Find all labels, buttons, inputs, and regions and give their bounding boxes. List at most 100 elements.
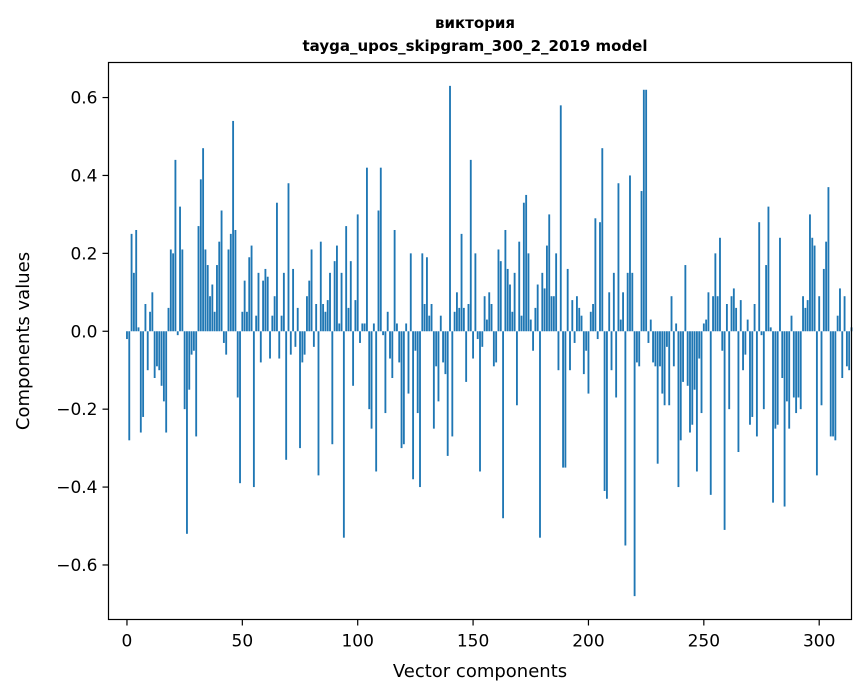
x-tick-label: 200: [572, 632, 604, 652]
bar-component-257: [719, 237, 721, 332]
bar-component-159: [492, 331, 495, 367]
bar-component-110: [379, 167, 382, 332]
bar-component-105: [368, 331, 371, 410]
bar-component-26: [186, 331, 188, 534]
bar-component-145: [460, 233, 463, 332]
bar-component-194: [573, 331, 576, 343]
y-tick-label: 0.2: [70, 244, 97, 264]
bar-component-228: [652, 331, 654, 363]
bar-component-21: [174, 159, 177, 332]
bar-component-64: [273, 296, 276, 332]
bar-component-129: [423, 304, 426, 332]
bar-component-100: [356, 214, 359, 332]
bar-component-77: [303, 331, 306, 355]
bar-component-27: [188, 331, 191, 390]
bar-component-19: [169, 249, 172, 332]
bar-component-304: [827, 187, 830, 332]
bar-component-216: [624, 331, 627, 546]
bar-component-196: [578, 307, 581, 332]
chart-title: виктория: [435, 14, 515, 32]
bar-component-283: [779, 237, 781, 332]
bar-component-273: [755, 331, 758, 437]
bar-component-298: [813, 245, 816, 332]
x-tick-label: 0: [122, 632, 133, 652]
bar-component-187: [557, 331, 560, 371]
bar-component-78: [306, 296, 308, 332]
y-tick-label: −0.6: [56, 556, 97, 576]
bar-component-169: [516, 331, 518, 406]
bar-component-106: [370, 331, 373, 429]
bar-component-236: [670, 296, 673, 332]
bar-component-121: [405, 323, 408, 332]
x-tick-label: 100: [341, 632, 373, 652]
bar-component-222: [638, 331, 641, 367]
bar-component-182: [545, 245, 548, 332]
bar-component-300: [818, 296, 821, 332]
bar-component-242: [684, 265, 687, 332]
bar-component-276: [762, 331, 765, 410]
bar-component-55: [252, 331, 255, 488]
bar-component-39: [216, 265, 218, 332]
bar-component-311: [843, 296, 846, 332]
bar-component-206: [601, 148, 604, 332]
bar-component-279: [769, 327, 772, 332]
bar-component-122: [407, 331, 410, 394]
bar-component-200: [587, 331, 590, 394]
bar-component-38: [213, 311, 216, 332]
bar-component-255: [714, 253, 717, 332]
bar-component-249: [700, 331, 703, 414]
bar-component-41: [220, 210, 223, 332]
y-axis-label: Components values: [13, 252, 34, 430]
bar-component-29: [192, 331, 195, 351]
bar-component-149: [469, 159, 472, 332]
bar-component-214: [619, 319, 622, 332]
bar-component-141: [451, 331, 454, 437]
bar-component-204: [596, 331, 599, 340]
bar-component-312: [845, 331, 848, 367]
bar-component-35: [206, 265, 209, 332]
bar-component-202: [592, 304, 594, 332]
bar-component-176: [532, 331, 534, 351]
y-tick-label: 0.4: [70, 166, 97, 186]
bar-component-158: [490, 304, 493, 332]
bar-component-104: [366, 167, 368, 332]
bar-component-30: [195, 331, 198, 437]
bar-component-151: [474, 253, 477, 332]
bar-component-6: [139, 331, 142, 433]
bar-component-85: [322, 304, 325, 332]
bar-component-198: [582, 331, 585, 375]
bar-component-34: [204, 249, 207, 332]
bar-component-234: [665, 331, 668, 347]
bar-component-250: [702, 323, 705, 332]
bar-component-47: [234, 229, 237, 332]
bar-component-50: [241, 311, 244, 332]
x-axis-ticks: 0 50 100 150 200 250 300: [122, 619, 835, 652]
bar-component-284: [781, 331, 784, 378]
bar-component-291: [797, 331, 800, 398]
bar-component-31: [197, 226, 200, 332]
bar-component-259: [723, 331, 726, 530]
bar-component-92: [338, 323, 341, 332]
bar-component-203: [594, 218, 597, 332]
bar-component-148: [467, 304, 470, 332]
bar-component-15: [160, 331, 163, 386]
y-tick-label: −0.4: [56, 478, 97, 498]
bar-component-52: [246, 311, 248, 332]
bar-component-294: [804, 307, 807, 332]
bar-component-140: [449, 85, 451, 332]
bar-component-168: [513, 272, 516, 332]
bar-component-68: [282, 272, 285, 332]
bar-component-58: [259, 331, 262, 363]
bar-component-116: [393, 229, 396, 332]
bar-component-238: [675, 323, 678, 332]
bar-component-160: [495, 331, 498, 363]
bar-component-155: [483, 296, 486, 332]
bar-component-154: [481, 331, 484, 347]
bar-component-185: [552, 296, 555, 332]
bar-component-306: [832, 331, 834, 437]
bar-component-174: [527, 253, 530, 332]
y-tick-label: 0.0: [70, 322, 97, 342]
bar-component-191: [566, 268, 569, 332]
y-axis-ticks: −0.6 −0.4 −0.2 0.0 0.2 0.4 0.6: [56, 89, 109, 576]
bar-component-251: [705, 319, 708, 332]
